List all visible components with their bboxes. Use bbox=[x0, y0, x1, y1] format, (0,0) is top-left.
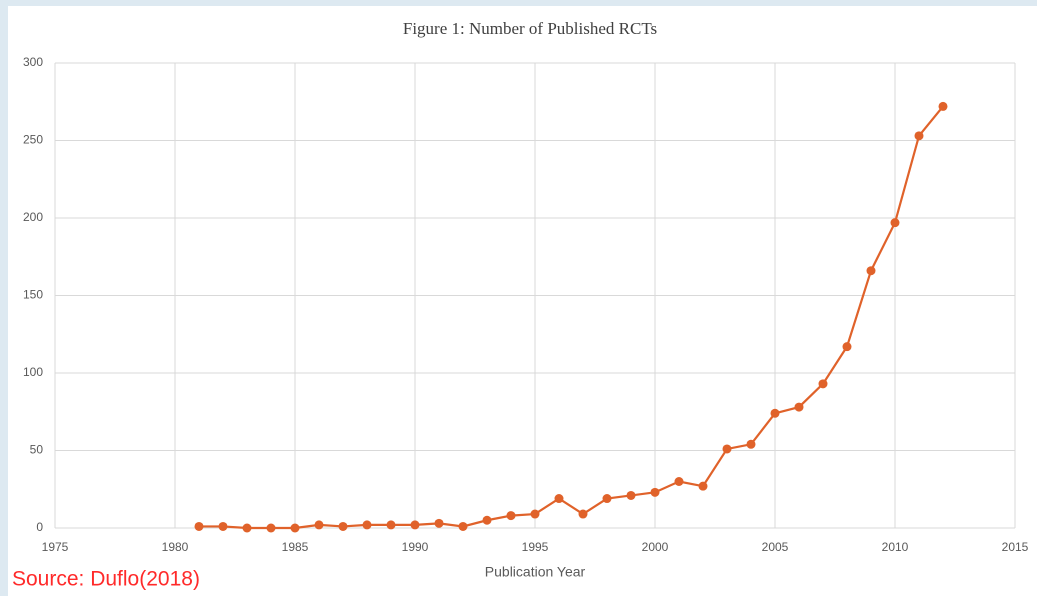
data-point bbox=[482, 515, 492, 525]
x-tick-label: 2000 bbox=[642, 540, 669, 554]
data-point bbox=[818, 379, 828, 389]
y-tick-label: 250 bbox=[23, 133, 43, 147]
data-point bbox=[890, 218, 900, 228]
data-point bbox=[578, 509, 588, 519]
chart-title: Figure 1: Number of Published RCTs bbox=[403, 19, 657, 38]
x-tick-label: 1980 bbox=[162, 540, 189, 554]
x-axis-label: Publication Year bbox=[485, 564, 586, 580]
data-point bbox=[866, 266, 876, 276]
y-tick-label: 50 bbox=[30, 443, 44, 457]
x-tick-label: 1985 bbox=[282, 540, 309, 554]
data-point bbox=[362, 520, 372, 530]
data-point bbox=[218, 521, 228, 531]
data-point bbox=[266, 523, 276, 533]
y-tick-label: 0 bbox=[36, 520, 43, 534]
data-point bbox=[602, 494, 612, 504]
data-point bbox=[626, 490, 636, 500]
data-point bbox=[506, 511, 516, 521]
y-tick-label: 300 bbox=[23, 55, 43, 69]
data-point bbox=[458, 521, 468, 531]
y-tick-label: 200 bbox=[23, 210, 43, 224]
x-tick-label: 1995 bbox=[522, 540, 549, 554]
data-point bbox=[650, 487, 660, 497]
data-point bbox=[410, 520, 420, 530]
data-point bbox=[338, 521, 348, 531]
data-point bbox=[842, 342, 852, 352]
data-point bbox=[314, 520, 324, 530]
x-tick-label: 1990 bbox=[402, 540, 429, 554]
x-tick-label: 2010 bbox=[882, 540, 909, 554]
data-point bbox=[530, 509, 540, 519]
data-point bbox=[242, 523, 252, 533]
chart-background bbox=[8, 6, 1037, 596]
data-point bbox=[794, 402, 804, 412]
data-point bbox=[386, 520, 396, 530]
x-tick-label: 2015 bbox=[1002, 540, 1029, 554]
data-point bbox=[722, 444, 732, 454]
data-point bbox=[674, 477, 684, 486]
data-point bbox=[698, 481, 708, 491]
source-note: Source: Duflo(2018) bbox=[12, 568, 200, 591]
x-tick-label: 1975 bbox=[42, 540, 69, 554]
y-tick-label: 100 bbox=[23, 365, 43, 379]
data-point bbox=[746, 439, 756, 449]
data-point bbox=[770, 408, 780, 418]
data-point bbox=[194, 521, 204, 531]
data-point bbox=[914, 131, 924, 141]
data-point bbox=[434, 518, 444, 528]
data-point bbox=[938, 101, 948, 111]
x-tick-label: 2005 bbox=[762, 540, 789, 554]
data-point bbox=[554, 494, 564, 504]
y-tick-label: 150 bbox=[23, 288, 43, 302]
data-point bbox=[290, 523, 300, 533]
